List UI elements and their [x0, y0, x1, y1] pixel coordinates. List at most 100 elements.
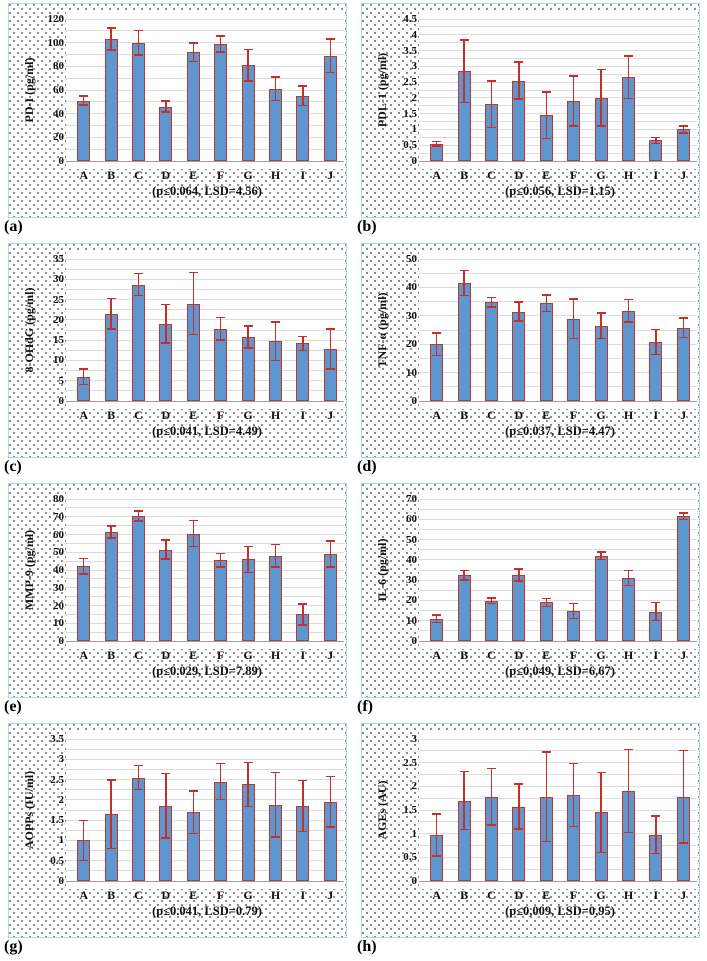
error-bar-cap-top: [514, 568, 524, 570]
error-bar-line: [435, 614, 438, 623]
grid-line: [419, 57, 697, 59]
grid-line: [419, 97, 697, 99]
error-bar-cap-bottom: [271, 359, 280, 362]
y-tick-label: 0: [411, 395, 418, 407]
y-tick-label: 0.5: [403, 139, 417, 152]
grid-line: [66, 799, 344, 801]
error-bar-line: [329, 776, 332, 828]
error-bar-cap-top: [541, 294, 551, 296]
error-bar-cap-top: [678, 512, 688, 514]
error-bar-cap-bottom: [651, 619, 661, 622]
grid-line: [66, 101, 344, 103]
x-category-label: B: [107, 168, 116, 182]
error-bar-cap-top: [188, 271, 198, 274]
grid-line: [66, 309, 344, 311]
x-category-label: I: [300, 408, 306, 422]
error-bar-cap-top: [106, 779, 116, 781]
y-tick-label: 1: [411, 123, 418, 136]
error-bar-cap-bottom: [106, 328, 116, 330]
x-category-label: I: [653, 888, 659, 902]
grid-line: [419, 785, 697, 787]
error-bar-cap-bottom: [487, 126, 496, 129]
error-bar-cap-bottom: [79, 573, 89, 575]
error-bar-cap-top: [541, 751, 551, 753]
y-tick-label: 120: [47, 13, 65, 25]
x-category-label: J: [327, 648, 334, 662]
x-category-label: I: [300, 888, 306, 902]
grid-line: [66, 542, 344, 544]
grid-line: [419, 258, 697, 260]
grid-line: [419, 121, 697, 123]
error-bar-cap-bottom: [188, 545, 198, 548]
grid-line: [66, 268, 344, 270]
grid-line: [419, 797, 697, 799]
grid-line: [66, 498, 344, 500]
x-category-label: F: [217, 888, 225, 902]
chart-panel-a: 0 20 40 60 80 100 120 A B C D E F G H I J PD-I (pg/ml) (…: [0, 0, 353, 240]
error-bar-cap-bottom: [161, 558, 171, 560]
x-category-label: A: [432, 888, 442, 902]
y-tick-label: 0: [411, 875, 418, 887]
y-tick-label: 30: [53, 273, 64, 286]
bar: [186, 52, 200, 161]
grid-line: [419, 518, 697, 520]
error-bar-cap-bottom: [459, 294, 469, 297]
error-bar-line: [463, 570, 465, 581]
y-tick-label: 4: [411, 28, 418, 41]
x-category-label: E: [542, 888, 551, 902]
grid-line: [419, 89, 697, 91]
grid-line: [66, 578, 344, 580]
y-tick-label: 4.5: [403, 13, 417, 25]
error-bar-cap-bottom: [678, 336, 688, 339]
error-bar-line: [655, 137, 657, 144]
y-tick-label: 70: [53, 510, 64, 523]
panel-label: (f): [357, 698, 373, 715]
grid-line: [66, 370, 344, 372]
x-category-label: J: [327, 408, 334, 422]
error-bar-cap-top: [596, 771, 606, 774]
error-bar-cap-bottom: [432, 855, 442, 857]
y-tick-label: 2: [411, 91, 418, 104]
y-tick-label: 70: [406, 493, 417, 505]
grid-line: [66, 349, 344, 351]
error-bar-cap-top: [624, 569, 633, 572]
error-bar-cap-top: [432, 813, 442, 815]
chart-layer: 0 10 20 30 40 50 60 70 80 A B C D E F G H I J: [0, 480, 353, 720]
grid-line: [419, 50, 697, 52]
error-bar-line: [600, 312, 602, 339]
grid-line: [419, 128, 697, 130]
x-category-label: G: [596, 888, 606, 902]
grid-line: [419, 144, 697, 146]
error-bar-line: [600, 772, 602, 853]
panel-label: (b): [357, 218, 377, 235]
error-bar-line: [627, 749, 630, 833]
y-tick-label: 10: [53, 617, 64, 630]
error-bar-cap-bottom: [678, 518, 688, 521]
y-tick-label: 0: [58, 155, 65, 167]
error-bar-line: [600, 69, 602, 127]
bar: [104, 39, 118, 161]
grid-line: [66, 77, 344, 79]
error-bar-cap-bottom: [134, 520, 143, 522]
error-bar-cap-top: [678, 317, 688, 319]
x-category-label: C: [487, 168, 496, 182]
error-bar-line: [82, 95, 85, 106]
y-tick-label: 20: [406, 594, 417, 607]
y-axis-title: 8-OHdG (pg/ml): [22, 287, 36, 373]
x-category-label: E: [189, 648, 198, 662]
grid-line: [419, 750, 697, 752]
x-category-label: F: [570, 888, 578, 902]
error-bar-cap-bottom: [459, 101, 469, 104]
error-bar-line: [490, 80, 493, 128]
grid-line: [66, 339, 344, 341]
grid-line: [66, 125, 344, 126]
error-bar-cap-top: [216, 762, 226, 765]
error-bar-line: [137, 30, 140, 56]
grid-line: [419, 315, 697, 317]
grid-line: [419, 599, 697, 601]
error-bar-line: [572, 603, 575, 619]
panel-label: (h): [357, 938, 377, 955]
x-category-label: D: [161, 408, 171, 422]
x-category-label: G: [243, 408, 253, 422]
error-bar-line: [165, 100, 167, 113]
